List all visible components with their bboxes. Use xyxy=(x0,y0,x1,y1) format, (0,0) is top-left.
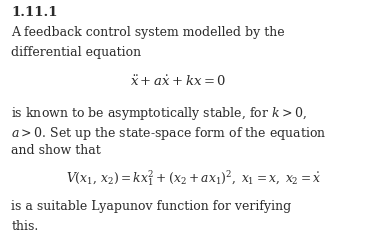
Text: is a suitable Lyapunov function for verifying: is a suitable Lyapunov function for veri… xyxy=(11,200,291,213)
Text: 1.11.1: 1.11.1 xyxy=(11,6,58,19)
Text: A feedback control system modelled by the: A feedback control system modelled by th… xyxy=(11,26,285,39)
Text: $\ddot{x} + a\dot{x} + kx = 0$: $\ddot{x} + a\dot{x} + kx = 0$ xyxy=(131,75,227,89)
Text: is known to be asymptotically stable, for $k > 0$,: is known to be asymptotically stable, fo… xyxy=(11,105,307,122)
Text: $V(x_1,\, x_2) = kx_1^2 + (x_2 + ax_1)^2,\; x_1 = x,\; x_2 = \dot{x}$: $V(x_1,\, x_2) = kx_1^2 + (x_2 + ax_1)^2… xyxy=(66,168,321,187)
Text: this.: this. xyxy=(11,220,38,233)
Text: and show that: and show that xyxy=(11,144,101,157)
Text: differential equation: differential equation xyxy=(11,46,141,59)
Text: $a > 0$. Set up the state-space form of the equation: $a > 0$. Set up the state-space form of … xyxy=(11,124,327,141)
